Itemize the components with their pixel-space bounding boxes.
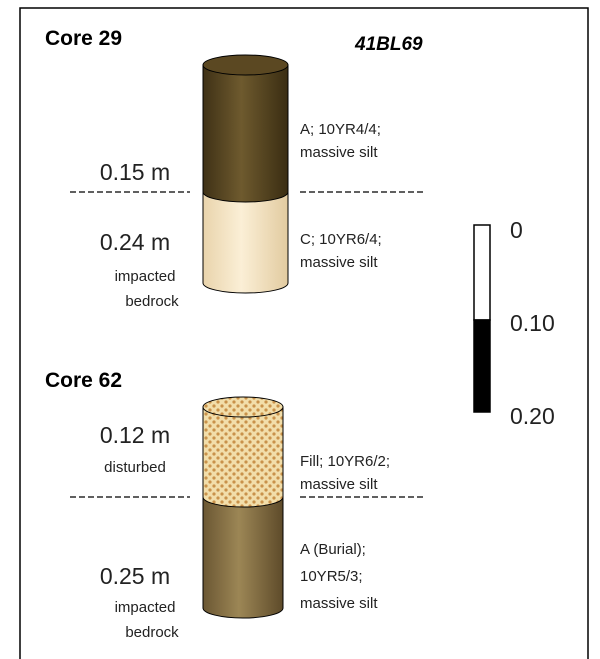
layer-description: 10YR5/3; [300, 568, 363, 585]
core-title: Core 29 [45, 27, 122, 50]
depth-label: 0.15 m [100, 159, 170, 185]
core-cylinder [202, 396, 284, 619]
core-title: Core 62 [45, 369, 122, 392]
layer-description: massive silt [300, 476, 378, 493]
layer-description: massive silt [300, 144, 378, 161]
layer-note: disturbed [104, 459, 166, 476]
layer-note: bedrock [125, 624, 179, 641]
scale-bar [473, 224, 491, 321]
scale-label: 0.10 [510, 310, 555, 336]
layer-note: bedrock [125, 293, 179, 310]
depth-label: 0.25 m [100, 563, 170, 589]
depth-label: 0.24 m [100, 229, 170, 255]
frame [19, 7, 589, 659]
layer-description: Fill; 10YR6/2; [300, 453, 390, 470]
layer-note: impacted [115, 599, 176, 616]
scale-label: 0.20 [510, 403, 555, 429]
layer-description: massive silt [300, 595, 378, 612]
layer-description: A; 10YR4/4; [300, 121, 381, 138]
site-label: 41BL69 [354, 34, 423, 55]
layer-description: A (Burial); [300, 541, 366, 558]
layer-note: impacted [115, 268, 176, 285]
layer-description: massive silt [300, 254, 378, 271]
core-cylinder [202, 54, 289, 294]
scale-bar [473, 319, 491, 413]
layer-description: C; 10YR6/4; [300, 231, 382, 248]
depth-label: 0.12 m [100, 422, 170, 448]
scale-label: 0 [510, 217, 523, 243]
